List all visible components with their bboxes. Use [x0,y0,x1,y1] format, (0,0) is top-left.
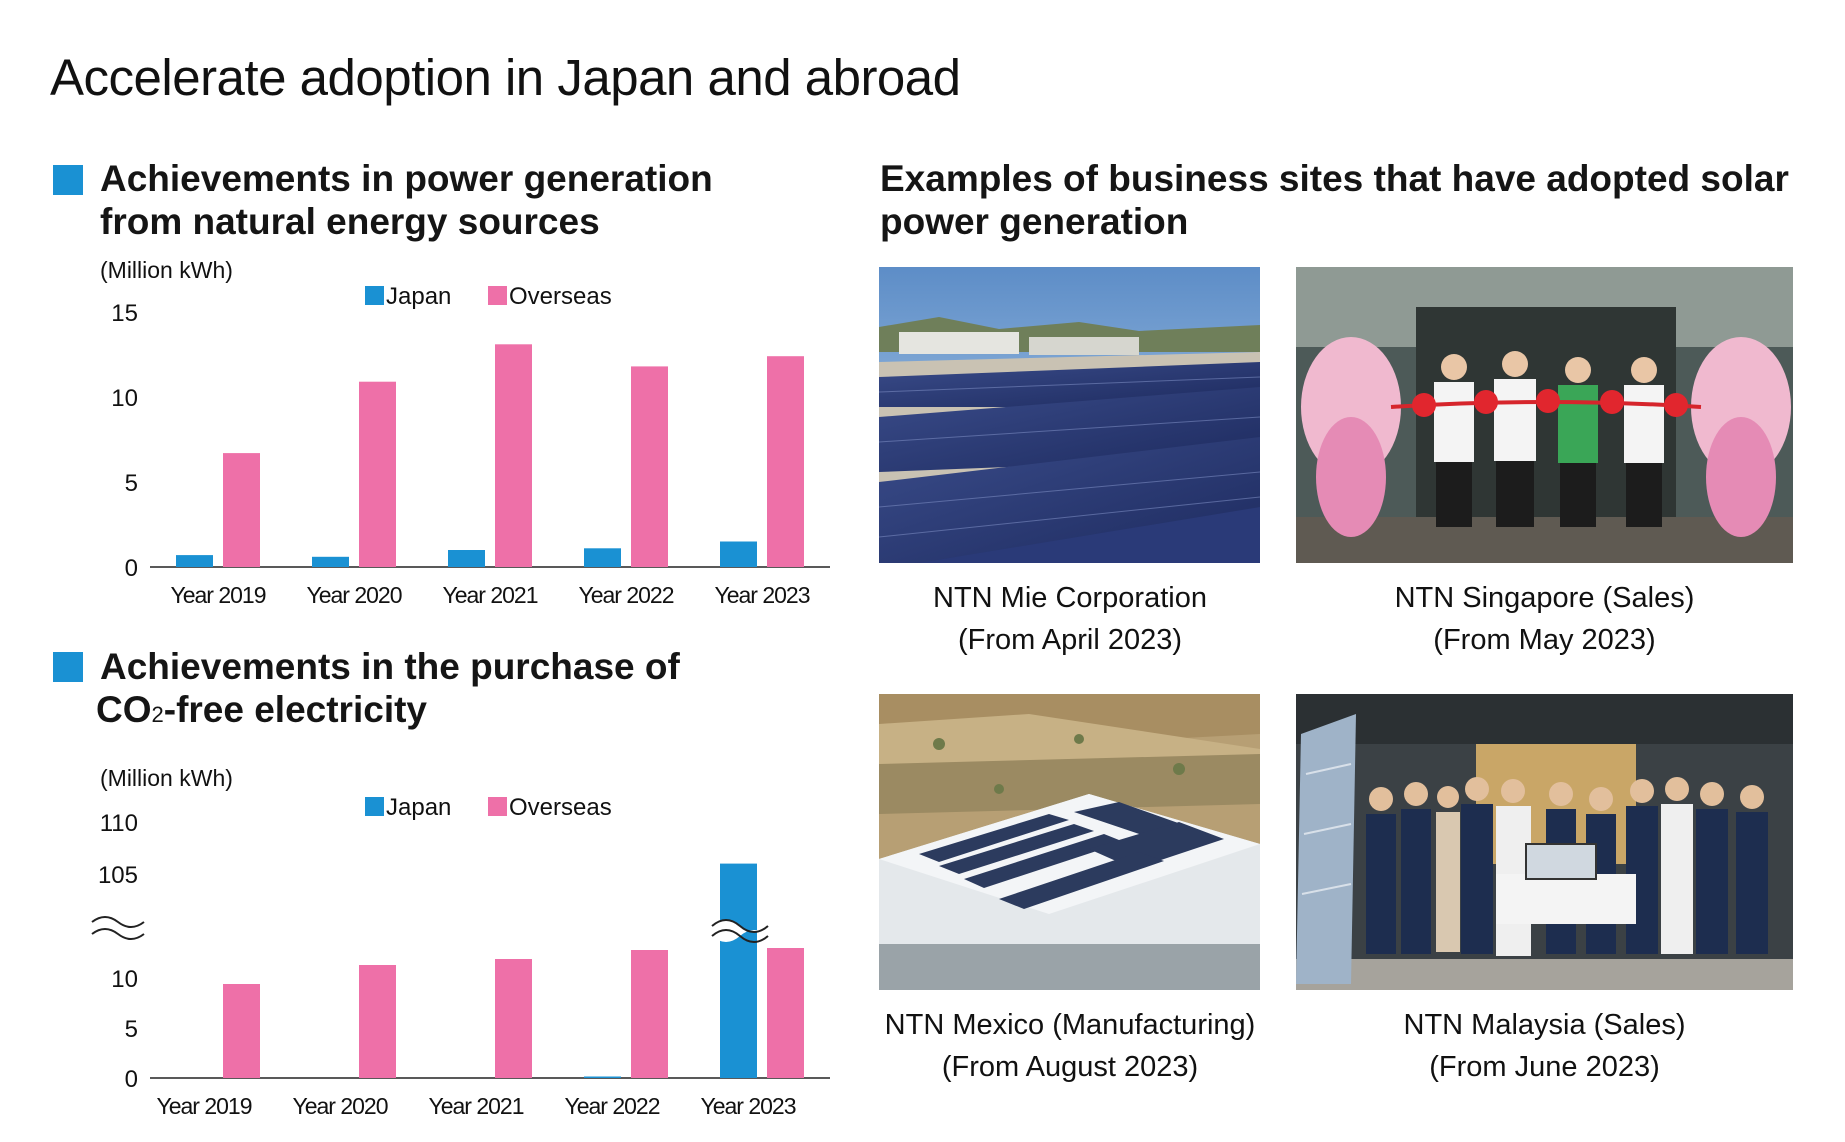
site-date: (From April 2023) [870,619,1270,661]
unit-label: (Million kWh) [100,765,233,791]
site-name: NTN Malaysia (Sales) [1296,1004,1793,1046]
ceremony-lion-dance-photo [1296,267,1793,563]
y-tick-label: 10 [111,966,138,993]
bar-overseas-year-2020 [359,965,396,1078]
site-caption-singapore: NTN Singapore (Sales) (From May 2023) [1296,577,1793,661]
y-tick-label: 110 [100,810,138,837]
sites-heading: Examples of business sites that have ado… [880,157,1789,243]
bar-overseas-year-2021 [495,959,532,1078]
x-tick-label: Year 2020 [292,1093,387,1119]
bar-overseas-year-2022 [631,950,668,1078]
legend-swatch-overseas [488,797,507,816]
site-date: (From June 2023) [1296,1046,1793,1088]
y-tick-label: 0 [125,1066,138,1093]
x-tick-label: Year 2023 [700,1093,795,1119]
chart2-bar-chart: (Million kWh) Japan Overseas 0 5 10 105 110 Year… [0,0,830,1142]
x-tick-label: Year 2022 [564,1093,659,1119]
sites-heading-line1: Examples of business sites that have ado… [880,158,1789,199]
site-name: NTN Mie Corporation [870,577,1270,619]
site-date: (From May 2023) [1296,619,1793,661]
y-tick-label: 105 [98,862,138,889]
group-photo [1296,694,1793,990]
x-tick-label: Year 2019 [156,1093,251,1119]
bar-overseas-year-2023 [767,948,804,1078]
bar-japan-year-2023 [720,864,757,1078]
axis-break-icon [92,929,144,939]
solar-panels-photo [879,267,1260,563]
bar-japan-year-2022 [584,1077,621,1079]
x-tick-label: Year 2021 [428,1093,523,1119]
y-tick-label: 5 [125,1016,138,1043]
bar-overseas-year-2019 [223,984,260,1078]
legend-label-overseas: Overseas [509,794,612,821]
site-date: (From August 2023) [860,1046,1280,1088]
site-name: NTN Singapore (Sales) [1296,577,1793,619]
site-caption-mexico: NTN Mexico (Manufacturing) (From August … [860,1004,1280,1088]
site-caption-malaysia: NTN Malaysia (Sales) (From June 2023) [1296,1004,1793,1088]
legend-label-japan: Japan [386,794,451,821]
site-caption-mie: NTN Mie Corporation (From April 2023) [870,577,1270,661]
axis-break-icon [92,917,144,927]
site-name: NTN Mexico (Manufacturing) [860,1004,1280,1046]
legend-swatch-japan [365,797,384,816]
sites-heading-line2: power generation [880,201,1188,242]
factory-roof-aerial-photo [879,694,1260,990]
